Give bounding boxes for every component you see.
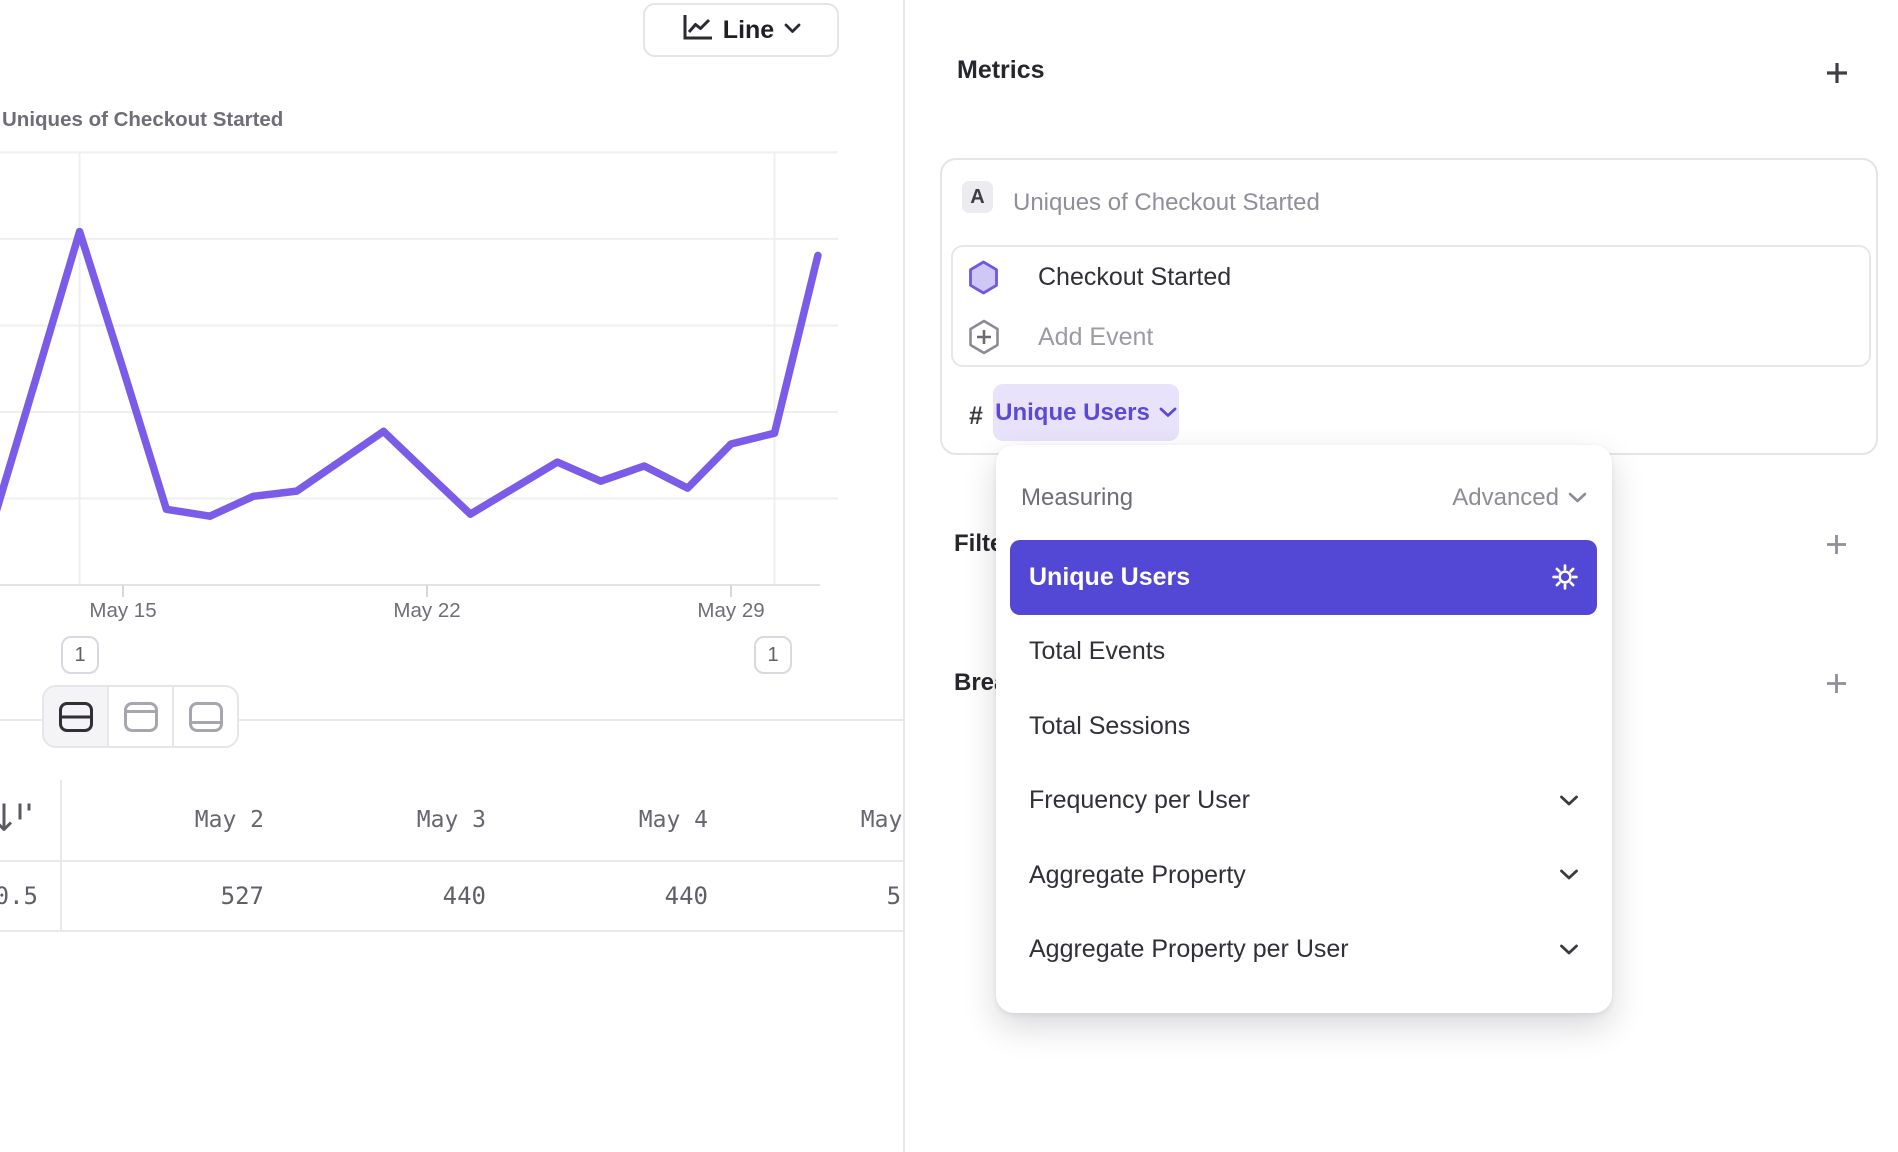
metrics-heading: Metrics xyxy=(957,56,1045,84)
chevron-down-icon xyxy=(1159,407,1177,417)
metric-letter-badge: A xyxy=(962,181,993,213)
chart-title: Uniques of Checkout Started xyxy=(2,108,284,131)
chevron-down-icon xyxy=(1560,944,1578,955)
add-filter-button[interactable] xyxy=(1824,532,1850,558)
measuring-options-list: Unique Users Total Events Total Sessions F… xyxy=(1010,540,1597,987)
option-label: Unique Users xyxy=(1029,562,1191,591)
measuring-label: Measuring xyxy=(1021,484,1134,511)
measure-type-symbol: # xyxy=(969,402,983,430)
add-event-label: Add Event xyxy=(1038,323,1154,351)
view-toggle xyxy=(42,685,239,748)
chevron-down-icon xyxy=(1568,492,1587,503)
table-header-cell[interactable]: May 4 xyxy=(638,807,708,833)
chart-type-button[interactable]: Line xyxy=(643,3,839,57)
chart-view-icon xyxy=(123,701,158,732)
annotation-marker[interactable]: 1 xyxy=(754,636,792,674)
advanced-toggle[interactable]: Advanced xyxy=(1452,484,1587,512)
table-header-cell[interactable]: May 3 xyxy=(416,807,486,833)
add-metric-button[interactable] xyxy=(1824,60,1850,86)
hexagon-icon xyxy=(968,260,999,300)
hexagon-plus-icon xyxy=(968,319,1000,360)
event-row-checkout-started[interactable]: Checkout Started xyxy=(968,247,1854,308)
advanced-label: Advanced xyxy=(1452,484,1559,511)
metric-card-title: Uniques of Checkout Started xyxy=(1013,189,1320,216)
view-toggle-chart-view[interactable] xyxy=(109,687,174,746)
measure-value: Unique Users xyxy=(995,398,1150,426)
dropdown-option-aggregate-property-per-user[interactable]: Aggregate Property per User xyxy=(1010,913,1597,988)
table-sort-header[interactable] xyxy=(0,780,62,860)
table-header-cell[interactable]: May 2 xyxy=(194,807,264,833)
chart-type-label: Line xyxy=(722,15,775,44)
sort-descending-icon xyxy=(0,799,36,842)
chart-section: Line Uniques of Checkout Started May 15 M… xyxy=(0,0,930,1152)
table-frozen-value: 0.5 xyxy=(0,882,38,910)
dropdown-option-total-events[interactable]: Total Events xyxy=(1010,615,1597,690)
dropdown-option-unique-users[interactable]: Unique Users xyxy=(1010,540,1597,615)
gear-icon[interactable] xyxy=(1551,563,1579,591)
table-header-row: May 2 May 3 May 4 May 5 xyxy=(0,780,930,862)
svg-text:May 15: May 15 xyxy=(89,599,156,622)
line-chart-icon xyxy=(681,13,713,47)
option-label: Aggregate Property xyxy=(1029,860,1246,889)
series-line xyxy=(0,227,822,520)
dropdown-option-total-sessions[interactable]: Total Sessions xyxy=(1010,689,1597,764)
event-label: Checkout Started xyxy=(1038,263,1232,291)
option-label: Aggregate Property per User xyxy=(1029,935,1349,964)
svg-text:May 29: May 29 xyxy=(697,599,764,622)
chevron-down-icon xyxy=(1560,795,1578,806)
table-cell: 440 xyxy=(442,882,486,910)
dropdown-option-aggregate-property[interactable]: Aggregate Property xyxy=(1010,838,1597,913)
option-label: Total Sessions xyxy=(1029,711,1191,740)
line-chart[interactable]: May 15 May 22 May 29 xyxy=(0,128,860,633)
view-toggle-split-view[interactable] xyxy=(44,687,109,746)
annotation-marker[interactable]: 1 xyxy=(61,636,99,674)
table-frozen-cell: 0.5 xyxy=(0,862,62,930)
section-divider xyxy=(0,719,903,721)
table-value-row: 0.5 527440440516 xyxy=(0,862,930,932)
add-event-button[interactable]: Add Event xyxy=(968,307,1854,368)
option-label: Frequency per User xyxy=(1029,786,1250,815)
add-breakdown-button[interactable] xyxy=(1824,671,1850,697)
view-toggle-table-view[interactable] xyxy=(174,687,237,746)
metric-card: A Uniques of Checkout Started Checkout S… xyxy=(940,158,1878,455)
chevron-down-icon xyxy=(1560,869,1578,880)
measure-selector[interactable]: Unique Users xyxy=(993,384,1179,441)
split-view-icon xyxy=(58,701,93,732)
events-card: Checkout Started Add Event xyxy=(951,245,1871,367)
table-view-icon xyxy=(188,701,223,732)
table-cell: 440 xyxy=(664,882,708,910)
measuring-dropdown: Measuring Advanced Unique Users Total Ev… xyxy=(996,445,1612,1013)
option-label: Total Events xyxy=(1029,637,1166,666)
dropdown-option-frequency-per-user[interactable]: Frequency per User xyxy=(1010,764,1597,839)
query-builder-panel: Metrics A Uniques of Checkout Started Ch… xyxy=(903,0,1898,1152)
chevron-down-icon xyxy=(784,21,801,39)
table-cell: 527 xyxy=(220,882,264,910)
svg-text:May 22: May 22 xyxy=(393,599,460,622)
